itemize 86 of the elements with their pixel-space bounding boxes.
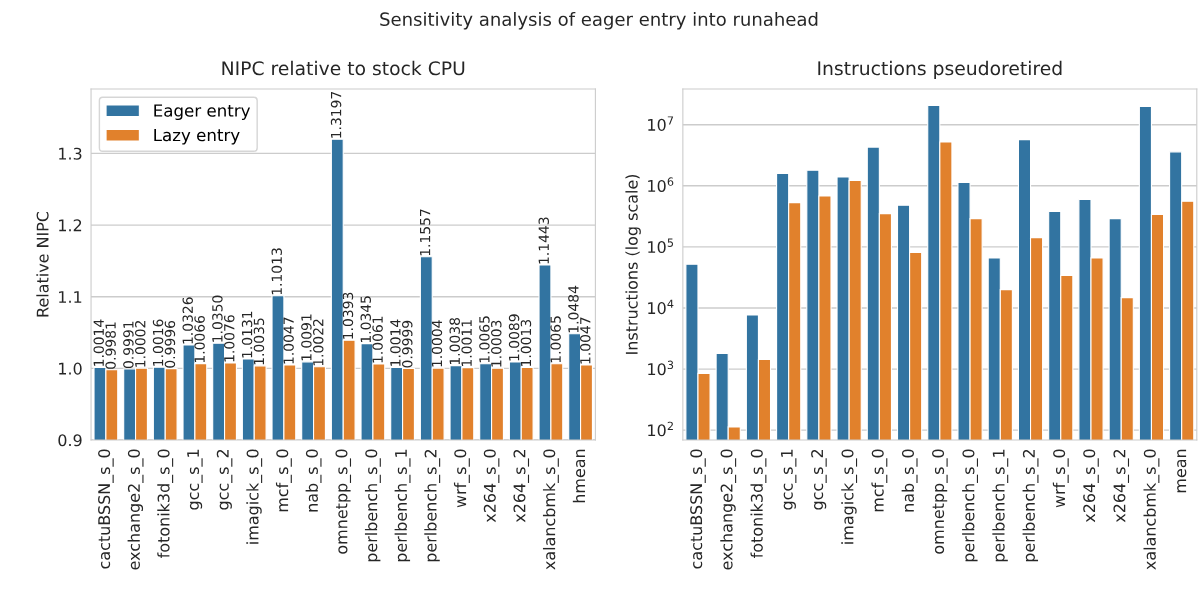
data-label: 1.0065 — [550, 316, 561, 363]
x-tick-label: gcc_s_1 — [187, 449, 203, 510]
data-label: 0.9996 — [164, 320, 176, 368]
x-tick-label: gcc_s_2 — [216, 449, 233, 510]
x-tick-label: perlbench_s_1 — [992, 449, 1009, 562]
x-tick-label: perlbench_s_2 — [424, 449, 441, 562]
data-label: 0.9981 — [105, 322, 116, 369]
x-tick-label: perlbench_s_2 — [1022, 449, 1039, 562]
data-label: 1.1013 — [271, 248, 282, 295]
data-label: 1.0022 — [313, 319, 324, 366]
data-label: 0.9991 — [123, 321, 134, 369]
data-label: 1.0014 — [390, 319, 401, 366]
data-label: 1.0002 — [135, 321, 146, 367]
y-axis-title: Relative NIPC — [36, 211, 49, 317]
x-tick-label: wrf_s_0 — [453, 449, 470, 508]
x-tick-label: exchange2_s_0 — [127, 449, 144, 570]
x-tick-label: omnetpp_s_0 — [335, 449, 352, 554]
data-label: 1.0047 — [283, 317, 294, 364]
x-tick-label: imagick_s_0 — [841, 449, 858, 544]
y-tick-label: 1.0 — [59, 362, 82, 375]
legend-label: Eager entry — [154, 104, 251, 121]
data-label: 1.0016 — [152, 319, 164, 366]
x-tick-label: x264_s_2 — [1113, 449, 1130, 523]
data-label: 1.0076 — [224, 315, 235, 362]
data-label: 1.0345 — [360, 296, 371, 343]
x-tick-label: cactuBSSN_s_0 — [98, 449, 114, 569]
x-tick-label: fotonik3d_s_0 — [750, 449, 767, 558]
chart-title: NIPC relative to stock CPU — [222, 60, 465, 76]
data-label: 1.0089 — [508, 314, 520, 361]
data-label: 1.0014 — [93, 319, 104, 366]
data-label: 1.1443 — [538, 217, 549, 264]
data-label: 1.0350 — [212, 295, 223, 342]
x-tick-label: x264_s_0 — [1083, 449, 1099, 523]
y-tick-label: 10$^{7}$ — [648, 116, 674, 131]
x-tick-label: mcf_s_0 — [275, 449, 292, 512]
data-label: 1.0011 — [461, 320, 472, 367]
y-tick-label: 1.1 — [59, 291, 82, 303]
data-label: 1.0004 — [431, 320, 443, 367]
x-tick-label: xalancbmk_s_0 — [1143, 449, 1160, 570]
y-tick-label: 0.9 — [58, 434, 82, 447]
data-label: 1.0131 — [241, 311, 253, 358]
chart-title: Instructions pseudoretired — [818, 60, 1062, 79]
x-tick-label: x264_s_0 — [483, 449, 500, 523]
x-tick-label: omnetpp_s_0 — [932, 449, 948, 554]
x-tick-label: cactuBSSN_s_0 — [690, 449, 706, 569]
x-tick-label: perlbench_s_1 — [394, 449, 411, 562]
data-label: 1.0066 — [194, 315, 205, 363]
data-label: 1.0091 — [301, 314, 312, 361]
data-label: 1.1557 — [420, 209, 431, 256]
x-tick-label: fotonik3d_s_0 — [157, 449, 174, 558]
y-tick-label: 10$^{5}$ — [648, 238, 674, 254]
x-tick-label: hmean — [572, 449, 586, 503]
x-tick-label: xalancbmk_s_0 — [542, 449, 559, 570]
x-tick-label: gcc_s_2 — [811, 449, 827, 510]
y-tick-label: 10$^{4}$ — [648, 299, 674, 315]
y-tick-label: 10$^{6}$ — [648, 177, 674, 192]
y-tick-label: 1.3 — [59, 147, 82, 160]
x-tick-label: wrf_s_0 — [1052, 449, 1069, 508]
y-tick-label: 10$^{3}$ — [648, 360, 674, 376]
data-label: 1.0065 — [479, 316, 490, 363]
x-tick-label: perlbench_s_0 — [364, 449, 381, 562]
x-tick-label: mcf_s_0 — [871, 449, 888, 512]
x-tick-label: perlbench_s_0 — [962, 449, 979, 562]
data-label: 0.9999 — [402, 320, 413, 368]
data-label: 1.0061 — [372, 316, 383, 363]
y-tick-label: 10$^{2}$ — [648, 421, 673, 437]
data-label: 1.0013 — [520, 319, 532, 366]
x-tick-label: mean — [1177, 449, 1187, 493]
legend-label: Lazy entry — [154, 128, 240, 145]
data-label: 1.0484 — [568, 285, 579, 333]
data-label: 1.0038 — [449, 317, 460, 365]
y-axis-title: Instructions (log scale) — [625, 174, 641, 354]
data-label: 1.3197 — [330, 91, 342, 138]
x-tick-label: nab_s_0 — [305, 449, 322, 512]
x-tick-label: exchange2_s_0 — [720, 449, 737, 570]
x-tick-label: nab_s_0 — [901, 449, 918, 512]
x-tick-label: imagick_s_0 — [246, 449, 263, 544]
data-label: 1.0326 — [182, 297, 193, 344]
data-label: 1.0047 — [580, 317, 591, 364]
data-label: 1.0393 — [342, 292, 354, 339]
x-tick-label: gcc_s_1 — [780, 449, 797, 510]
data-label: 1.0003 — [491, 320, 502, 367]
x-tick-label: x264_s_2 — [513, 449, 530, 523]
y-tick-label: 1.2 — [59, 219, 82, 232]
data-label: 1.0035 — [253, 318, 265, 365]
text: Sensitivity analysis of eager entry into runahead — [380, 12, 818, 30]
